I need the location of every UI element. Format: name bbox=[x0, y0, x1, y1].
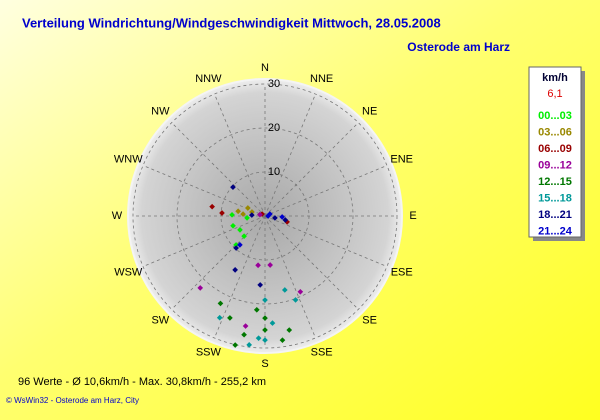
legend-entry: 21...24 bbox=[538, 225, 573, 237]
data-point bbox=[197, 285, 204, 291]
spoke bbox=[171, 215, 266, 310]
data-point bbox=[282, 217, 289, 223]
data-point bbox=[216, 314, 223, 321]
direction-label: NE bbox=[362, 105, 377, 117]
legend-box bbox=[528, 66, 582, 238]
data-point bbox=[219, 210, 225, 216]
chart-title: Verteilung Windrichtung/Windgeschwindigk… bbox=[22, 15, 441, 30]
grid-ring bbox=[176, 127, 354, 305]
data-point bbox=[267, 262, 273, 268]
data-point bbox=[255, 262, 261, 269]
data-point bbox=[235, 208, 241, 215]
spoke bbox=[214, 215, 266, 339]
footer: 96 Werte - Ø 10,6km/h - Max. 30,8km/h - … bbox=[18, 376, 266, 388]
data-point bbox=[229, 212, 235, 218]
r-tick-label: 20 bbox=[268, 122, 280, 134]
data-point bbox=[297, 288, 304, 295]
data-point bbox=[237, 242, 243, 248]
grid-ring bbox=[220, 171, 310, 261]
spoke bbox=[171, 122, 266, 217]
data-point bbox=[281, 287, 288, 293]
direction-label: ESE bbox=[391, 267, 413, 279]
data-point bbox=[237, 227, 243, 233]
data-point bbox=[292, 297, 299, 303]
spoke bbox=[264, 215, 316, 339]
legend-value: 6,1 bbox=[547, 88, 562, 100]
legend-entry: 00...03 bbox=[538, 110, 572, 122]
data-point bbox=[262, 337, 268, 343]
direction-label: NW bbox=[151, 105, 170, 117]
data-point bbox=[242, 323, 249, 329]
data-point bbox=[257, 211, 263, 218]
direction-label: WNW bbox=[114, 153, 143, 165]
r-tick-label: 10 bbox=[268, 166, 280, 178]
legend-entry: 12...15 bbox=[538, 176, 572, 188]
data-point bbox=[262, 315, 268, 321]
r-tick-label: 30 bbox=[268, 78, 280, 90]
spoke bbox=[264, 165, 388, 217]
data-point bbox=[286, 327, 293, 333]
credit: © WsWin32 - Osterode am Harz, City bbox=[6, 396, 139, 405]
data-point bbox=[233, 245, 239, 251]
direction-label: SSE bbox=[311, 347, 333, 359]
data-point bbox=[240, 211, 246, 217]
spoke bbox=[264, 122, 359, 217]
data-point bbox=[246, 342, 253, 348]
legend-entry: 09...12 bbox=[538, 159, 572, 171]
data-point bbox=[227, 315, 233, 321]
direction-label: SSW bbox=[196, 347, 222, 359]
spoke bbox=[142, 165, 266, 217]
data-point bbox=[241, 233, 247, 240]
data-point bbox=[257, 282, 264, 288]
data-point bbox=[232, 267, 238, 273]
data-point bbox=[217, 300, 224, 307]
direction-label: NNW bbox=[195, 73, 222, 85]
data-point bbox=[241, 331, 247, 338]
data-point bbox=[230, 222, 236, 229]
direction-label: NNE bbox=[310, 73, 333, 85]
direction-label: E bbox=[409, 210, 416, 222]
direction-label: SW bbox=[151, 315, 169, 327]
data-point bbox=[267, 211, 273, 217]
chart-subtitle: Osterode am Harz bbox=[407, 40, 510, 54]
spoke bbox=[264, 93, 316, 217]
data-point bbox=[272, 215, 278, 221]
direction-label: SE bbox=[362, 315, 377, 327]
legend-entry: 03...06 bbox=[538, 126, 572, 138]
data-point bbox=[279, 337, 286, 344]
spoke bbox=[142, 215, 266, 267]
data-point bbox=[244, 215, 250, 221]
legend-entry: 15...18 bbox=[538, 192, 572, 204]
direction-label: WSW bbox=[114, 267, 143, 279]
legend-entry: 06...09 bbox=[538, 143, 572, 155]
direction-label: ENE bbox=[390, 153, 413, 165]
data-point bbox=[232, 342, 239, 348]
direction-label: N bbox=[261, 62, 269, 74]
data-point bbox=[262, 297, 268, 303]
direction-label: S bbox=[261, 358, 268, 370]
spoke bbox=[214, 93, 266, 217]
direction-label: W bbox=[112, 210, 123, 222]
legend-entry: 18...21 bbox=[538, 209, 572, 221]
grid-ring bbox=[132, 83, 398, 349]
data-point bbox=[255, 335, 262, 341]
data-point bbox=[230, 184, 236, 190]
data-point bbox=[279, 214, 285, 220]
data-point bbox=[209, 203, 215, 210]
data-point bbox=[249, 209, 255, 215]
data-point bbox=[249, 212, 255, 218]
data-point bbox=[245, 205, 251, 211]
legend-title: km/h bbox=[542, 72, 568, 84]
spoke bbox=[264, 215, 388, 267]
spoke bbox=[264, 215, 359, 310]
data-point bbox=[233, 242, 239, 248]
data-point bbox=[269, 320, 276, 326]
data-point bbox=[262, 327, 268, 333]
